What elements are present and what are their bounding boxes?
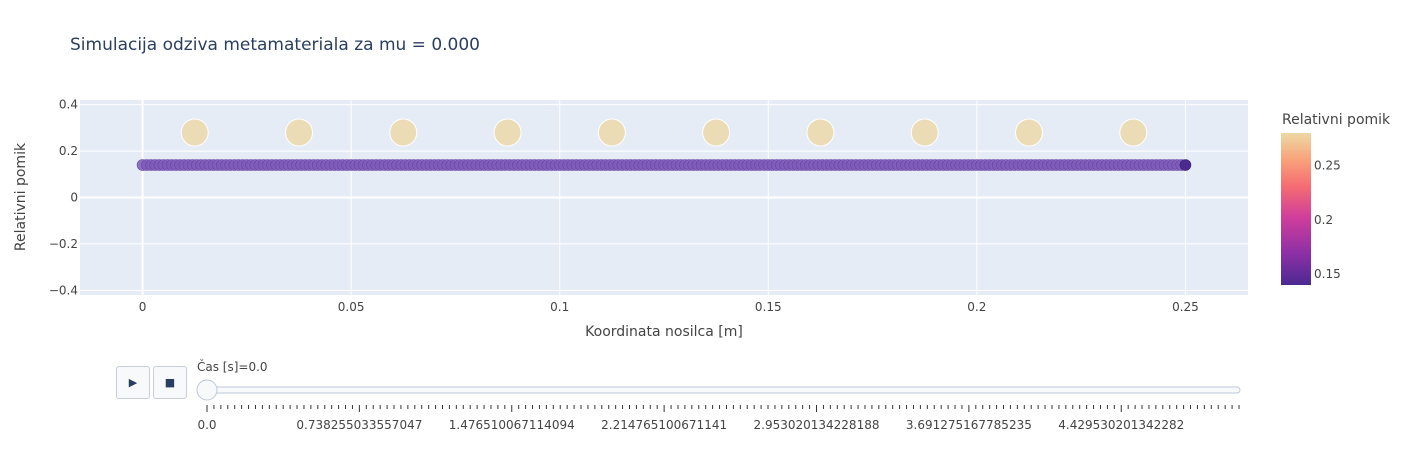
stop-button[interactable]: ■ [153, 366, 187, 399]
y-tick-label: 0.4 [59, 98, 78, 112]
x-axis-title: Koordinata nosilca [m] [585, 324, 743, 340]
slider-tick-labels: 0.0 0.738255033557047 1.476510067114094 2.2… [197, 418, 1184, 432]
slider-current-value: Čas [s]=0.0 [197, 360, 268, 374]
chart-title: Simulacija odziva metamateriala za mu = … [70, 35, 480, 55]
resonator-point [1119, 118, 1148, 147]
y-tick-label: 0 [70, 191, 78, 205]
x-tick-label: 0 [139, 300, 147, 314]
play-icon: ▶ [128, 376, 138, 389]
slider-handle[interactable] [196, 379, 218, 401]
colorbar-tick-label: 0.15 [1314, 267, 1341, 281]
resonator-series [180, 118, 1148, 147]
y-tick-label: 0.2 [59, 144, 78, 158]
slider-tick-label: 2.953020134228188 [754, 418, 880, 432]
x-tick-label: 0.25 [1172, 300, 1199, 314]
colorbar-tick-labels: 0.15 0.2 0.25 [1314, 159, 1341, 282]
slider-label-value: 0.0 [248, 360, 268, 374]
slider-tick-label: 3.691275167785235 [906, 418, 1032, 432]
colorbar-title: Relativni pomik [1282, 112, 1391, 128]
resonator-point [180, 118, 209, 147]
x-tick-label: 0.2 [967, 300, 986, 314]
resonator-point [493, 118, 522, 147]
y-tick-label: −0.4 [49, 283, 78, 297]
y-tick-labels: −0.4 −0.2 0 0.2 0.4 [49, 98, 78, 298]
stop-icon: ■ [164, 376, 176, 389]
slider-tick-label: 0.738255033557047 [296, 418, 422, 432]
slider-tick-label: 0.0 [197, 418, 216, 432]
x-tick-labels: 0 0.05 0.1 0.15 0.2 0.25 [139, 300, 1199, 314]
x-tick-label: 0.1 [550, 300, 569, 314]
y-axis-title: Relativni pomik [13, 142, 29, 251]
resonator-point [1015, 118, 1043, 147]
resonator-point [285, 118, 313, 147]
colorbar-tick-label: 0.2 [1314, 213, 1333, 227]
slider-label-prefix: Čas [s]= [197, 360, 249, 374]
slider-tick-label: 1.476510067114094 [449, 418, 575, 432]
slider-tick-label: 4.429530201342282 [1058, 418, 1184, 432]
resonator-point [910, 118, 939, 147]
beam-series [136, 159, 1192, 171]
y-gridlines [80, 104, 1248, 291]
beam-point [1179, 159, 1192, 171]
colorbar-tick-label: 0.25 [1314, 159, 1341, 173]
play-button[interactable]: ▶ [116, 366, 150, 399]
slider-ticks [206, 405, 1240, 412]
x-tick-label: 0.15 [755, 300, 782, 314]
resonator-point [389, 118, 418, 147]
slider-tick-label: 2.214765100671141 [601, 418, 727, 432]
resonator-point [702, 118, 731, 147]
resonator-point [597, 118, 626, 147]
resonator-point [806, 118, 835, 147]
y-tick-label: −0.2 [49, 237, 78, 251]
x-tick-label: 0.05 [338, 300, 365, 314]
slider-rail[interactable] [206, 386, 1241, 394]
colorbar [1281, 133, 1311, 285]
